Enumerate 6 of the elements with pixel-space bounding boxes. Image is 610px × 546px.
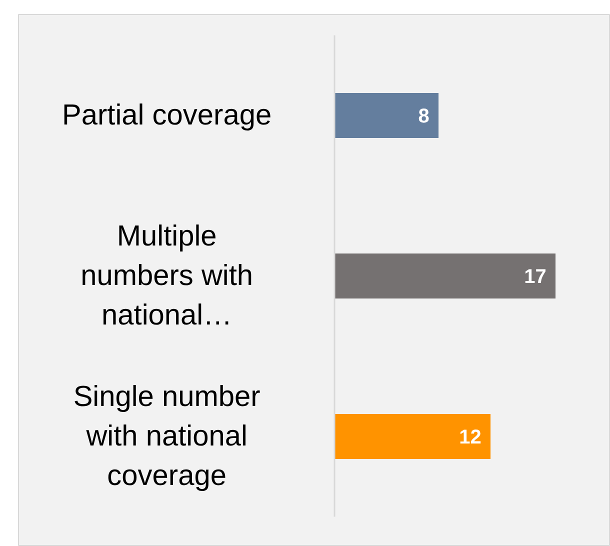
y-tick-label: Partial coverage	[62, 99, 272, 132]
data-label: 12	[459, 426, 482, 449]
y-tick-label: Single number with national coverage	[73, 381, 261, 492]
data-label: 8	[418, 105, 430, 128]
y-tick-label: Multiple numbers with national…	[80, 220, 254, 332]
data-label: 17	[524, 266, 546, 288]
